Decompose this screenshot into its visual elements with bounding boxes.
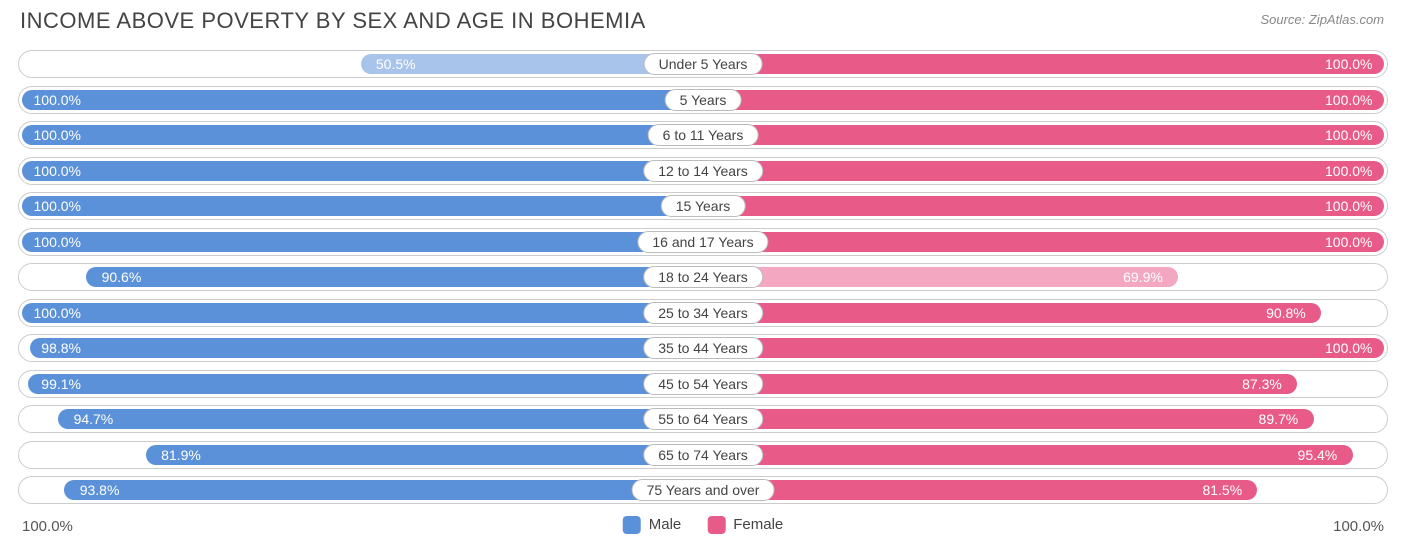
female-value-label: 100.0%	[1325, 340, 1372, 356]
category-label: 55 to 64 Years	[643, 408, 763, 430]
male-bar	[30, 338, 703, 358]
chart-row: 94.7% 89.7% 55 to 64 Years	[18, 405, 1388, 433]
female-bar	[703, 90, 1384, 110]
male-value-label: 81.9%	[161, 447, 201, 463]
male-bar	[22, 125, 703, 145]
legend-label-male: Male	[649, 516, 682, 533]
male-value-label: 93.8%	[80, 482, 120, 498]
female-value-label: 100.0%	[1325, 92, 1372, 108]
chart-row: 98.8% 100.0% 35 to 44 Years	[18, 334, 1388, 362]
category-label: 6 to 11 Years	[648, 124, 759, 146]
male-value-label: 100.0%	[34, 234, 81, 250]
male-value-label: 98.8%	[41, 340, 81, 356]
chart-row: 100.0% 100.0% 6 to 11 Years	[18, 121, 1388, 149]
male-bar	[86, 267, 703, 287]
female-value-label: 89.7%	[1259, 411, 1299, 427]
category-label: 65 to 74 Years	[643, 444, 763, 466]
male-value-label: 100.0%	[34, 127, 81, 143]
chart-area: 50.5% 100.0% Under 5 Years 100.0% 100.0% 5 Ye…	[0, 38, 1406, 504]
chart-title: INCOME ABOVE POVERTY BY SEX AND AGE IN B…	[20, 8, 646, 34]
chart-row: 100.0% 100.0% 16 and 17 Years	[18, 228, 1388, 256]
category-label: 35 to 44 Years	[643, 337, 763, 359]
female-bar	[703, 267, 1178, 287]
legend-label-female: Female	[733, 516, 783, 533]
chart-row: 50.5% 100.0% Under 5 Years	[18, 50, 1388, 78]
female-bar	[703, 374, 1297, 394]
female-value-label: 100.0%	[1325, 234, 1372, 250]
legend-swatch-female	[707, 516, 725, 534]
male-bar	[22, 196, 703, 216]
male-bar	[146, 445, 703, 465]
category-label: 45 to 54 Years	[643, 373, 763, 395]
category-label: Under 5 Years	[644, 53, 763, 75]
female-value-label: 87.3%	[1242, 376, 1282, 392]
female-bar	[703, 54, 1384, 74]
male-bar	[22, 161, 703, 181]
chart-source: Source: ZipAtlas.com	[1260, 12, 1384, 27]
male-value-label: 99.1%	[41, 376, 81, 392]
category-label: 12 to 14 Years	[643, 160, 763, 182]
female-value-label: 100.0%	[1325, 198, 1372, 214]
female-bar	[703, 161, 1384, 181]
chart-row: 93.8% 81.5% 75 Years and over	[18, 476, 1388, 504]
male-value-label: 100.0%	[34, 163, 81, 179]
axis-label-left: 100.0%	[22, 518, 73, 535]
category-label: 15 Years	[661, 195, 746, 217]
male-bar	[64, 480, 703, 500]
male-value-label: 100.0%	[34, 305, 81, 321]
male-bar	[22, 90, 703, 110]
female-bar	[703, 480, 1257, 500]
male-bar	[58, 409, 703, 429]
male-value-label: 90.6%	[102, 269, 142, 285]
chart-row: 90.6% 69.9% 18 to 24 Years	[18, 263, 1388, 291]
female-value-label: 100.0%	[1325, 56, 1372, 72]
male-value-label: 100.0%	[34, 198, 81, 214]
female-bar	[703, 409, 1314, 429]
chart-row: 100.0% 100.0% 15 Years	[18, 192, 1388, 220]
female-bar	[703, 303, 1321, 323]
legend-swatch-male	[623, 516, 641, 534]
male-bar	[22, 232, 703, 252]
female-value-label: 81.5%	[1202, 482, 1242, 498]
female-value-label: 95.4%	[1298, 447, 1338, 463]
female-value-label: 69.9%	[1123, 269, 1163, 285]
category-label: 25 to 34 Years	[643, 302, 763, 324]
category-label: 75 Years and over	[632, 479, 775, 501]
male-value-label: 50.5%	[376, 56, 416, 72]
female-value-label: 100.0%	[1325, 127, 1372, 143]
female-bar	[703, 196, 1384, 216]
male-bar	[22, 303, 703, 323]
male-value-label: 100.0%	[34, 92, 81, 108]
category-label: 18 to 24 Years	[643, 266, 763, 288]
category-label: 16 and 17 Years	[637, 231, 768, 253]
female-bar	[703, 445, 1353, 465]
male-bar	[28, 374, 703, 394]
female-bar	[703, 338, 1384, 358]
female-value-label: 100.0%	[1325, 163, 1372, 179]
category-label: 5 Years	[665, 89, 742, 111]
chart-row: 99.1% 87.3% 45 to 54 Years	[18, 370, 1388, 398]
chart-row: 81.9% 95.4% 65 to 74 Years	[18, 441, 1388, 469]
female-bar	[703, 232, 1384, 252]
chart-row: 100.0% 100.0% 5 Years	[18, 86, 1388, 114]
male-value-label: 94.7%	[74, 411, 114, 427]
female-bar	[703, 125, 1384, 145]
female-value-label: 90.8%	[1266, 305, 1306, 321]
chart-row: 100.0% 90.8% 25 to 34 Years	[18, 299, 1388, 327]
chart-row: 100.0% 100.0% 12 to 14 Years	[18, 157, 1388, 185]
axis-label-right: 100.0%	[1333, 518, 1384, 535]
legend: Male Female	[623, 516, 784, 534]
